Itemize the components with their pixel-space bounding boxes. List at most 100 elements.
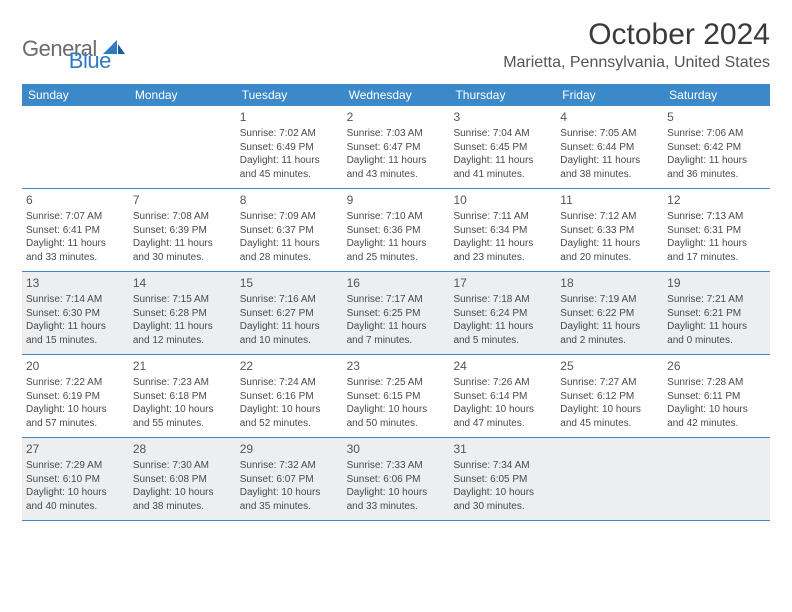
sunrise-text: Sunrise: 7:26 AM — [453, 376, 552, 390]
daylight-text: Daylight: 11 hours and 15 minutes. — [26, 320, 125, 347]
sunset-text: Sunset: 6:39 PM — [133, 224, 232, 238]
day-number: 13 — [26, 275, 125, 291]
day-cell-30: 30Sunrise: 7:33 AMSunset: 6:06 PMDayligh… — [343, 438, 450, 520]
sunrise-text: Sunrise: 7:19 AM — [560, 293, 659, 307]
week-row: 20Sunrise: 7:22 AMSunset: 6:19 PMDayligh… — [22, 355, 770, 438]
daylight-text: Daylight: 11 hours and 33 minutes. — [26, 237, 125, 264]
dow-saturday: Saturday — [663, 84, 770, 106]
day-number: 17 — [453, 275, 552, 291]
sunrise-text: Sunrise: 7:10 AM — [347, 210, 446, 224]
dow-friday: Friday — [556, 84, 663, 106]
header: General Blue October 2024 Marietta, Penn… — [22, 18, 770, 74]
day-cell-14: 14 Sunrise: 7:15 AMSunset: 6:28 PMDayligh… — [129, 272, 236, 354]
sunrise-text: Sunrise: 7:03 AM — [347, 127, 446, 141]
sunrise-text: Sunrise: 7:07 AM — [26, 210, 125, 224]
sunset-text: Sunset: 6:22 PM — [560, 307, 659, 321]
dow-wednesday: Wednesday — [343, 84, 450, 106]
sunrise-text: Sunrise: 7:05 AM — [560, 127, 659, 141]
sunset-text: Sunset: 6:42 PM — [667, 141, 766, 155]
sunrise-text: Sunrise: 7:16 AM — [240, 293, 339, 307]
daylight-text: Daylight: 11 hours and 10 minutes. — [240, 320, 339, 347]
day-cell-1: 1Sunrise: 7:02 AMSunset: 6:49 PMDaylight… — [236, 106, 343, 188]
sunset-text: Sunset: 6:34 PM — [453, 224, 552, 238]
logo-text-blue: Blue — [69, 48, 111, 74]
daylight-text: Daylight: 10 hours and 45 minutes. — [560, 403, 659, 430]
day-cell-15: 15Sunrise: 7:16 AMSunset: 6:27 PMDayligh… — [236, 272, 343, 354]
dow-monday: Monday — [129, 84, 236, 106]
daylight-text: Daylight: 11 hours and 23 minutes. — [453, 237, 552, 264]
day-cell-6: 6Sunrise: 7:07 AMSunset: 6:41 PMDaylight… — [22, 189, 129, 271]
sunset-text: Sunset: 6:15 PM — [347, 390, 446, 404]
daylight-text: Daylight: 11 hours and 45 minutes. — [240, 154, 339, 181]
daylight-text: Daylight: 10 hours and 52 minutes. — [240, 403, 339, 430]
day-number: 24 — [453, 358, 552, 374]
sunset-text: Sunset: 6:19 PM — [26, 390, 125, 404]
daylight-text: Daylight: 10 hours and 33 minutes. — [347, 486, 446, 513]
sunset-text: Sunset: 6:44 PM — [560, 141, 659, 155]
daylight-text: Daylight: 11 hours and 30 minutes. — [133, 237, 232, 264]
sunset-text: Sunset: 6:41 PM — [26, 224, 125, 238]
sunrise-text: Sunrise: 7:33 AM — [347, 459, 446, 473]
day-number: 21 — [133, 358, 232, 374]
week-row: 13Sunrise: 7:14 AMSunset: 6:30 PMDayligh… — [22, 272, 770, 355]
sunrise-text: Sunrise: 7:15 AM — [133, 293, 232, 307]
day-number: 1 — [240, 109, 339, 125]
dow-tuesday: Tuesday — [236, 84, 343, 106]
week-row: 27Sunrise: 7:29 AMSunset: 6:10 PMDayligh… — [22, 438, 770, 521]
daylight-text: Daylight: 10 hours and 40 minutes. — [26, 486, 125, 513]
day-cell-27: 27Sunrise: 7:29 AMSunset: 6:10 PMDayligh… — [22, 438, 129, 520]
empty-cell — [22, 106, 129, 188]
sunset-text: Sunset: 6:06 PM — [347, 473, 446, 487]
sunrise-text: Sunrise: 7:08 AM — [133, 210, 232, 224]
day-cell-17: 17Sunrise: 7:18 AMSunset: 6:24 PMDayligh… — [449, 272, 556, 354]
sunset-text: Sunset: 6:33 PM — [560, 224, 659, 238]
sunset-text: Sunset: 6:24 PM — [453, 307, 552, 321]
day-cell-20: 20Sunrise: 7:22 AMSunset: 6:19 PMDayligh… — [22, 355, 129, 437]
day-cell-31: 31Sunrise: 7:34 AMSunset: 6:05 PMDayligh… — [449, 438, 556, 520]
daylight-text: Daylight: 10 hours and 38 minutes. — [133, 486, 232, 513]
sunrise-text: Sunrise: 7:11 AM — [453, 210, 552, 224]
sunset-text: Sunset: 6:14 PM — [453, 390, 552, 404]
sunrise-text: Sunrise: 7:18 AM — [453, 293, 552, 307]
day-cell-9: 9 Sunrise: 7:10 AMSunset: 6:36 PMDaylight… — [343, 189, 450, 271]
sunset-text: Sunset: 6:25 PM — [347, 307, 446, 321]
daylight-text: Daylight: 10 hours and 30 minutes. — [453, 486, 552, 513]
sunrise-text: Sunrise: 7:21 AM — [667, 293, 766, 307]
day-number: 14 — [133, 275, 232, 291]
daylight-text: Daylight: 10 hours and 47 minutes. — [453, 403, 552, 430]
week-row: 1Sunrise: 7:02 AMSunset: 6:49 PMDaylight… — [22, 106, 770, 189]
daylight-text: Daylight: 11 hours and 17 minutes. — [667, 237, 766, 264]
dow-sunday: Sunday — [22, 84, 129, 106]
sunset-text: Sunset: 6:37 PM — [240, 224, 339, 238]
sunrise-text: Sunrise: 7:30 AM — [133, 459, 232, 473]
day-cell-28: 28Sunrise: 7:30 AMSunset: 6:08 PMDayligh… — [129, 438, 236, 520]
day-cell-22: 22Sunrise: 7:24 AMSunset: 6:16 PMDayligh… — [236, 355, 343, 437]
day-cell-7: 7 Sunrise: 7:08 AMSunset: 6:39 PMDaylight… — [129, 189, 236, 271]
day-number: 5 — [667, 109, 766, 125]
day-number: 12 — [667, 192, 766, 208]
sunset-text: Sunset: 6:36 PM — [347, 224, 446, 238]
day-cell-10: 10Sunrise: 7:11 AMSunset: 6:34 PMDayligh… — [449, 189, 556, 271]
day-number: 18 — [560, 275, 659, 291]
sunset-text: Sunset: 6:28 PM — [133, 307, 232, 321]
day-number: 4 — [560, 109, 659, 125]
sunrise-text: Sunrise: 7:09 AM — [240, 210, 339, 224]
empty-cell — [663, 438, 770, 520]
empty-cell — [129, 106, 236, 188]
title-block: October 2024 Marietta, Pennsylvania, Uni… — [503, 18, 770, 72]
daylight-text: Daylight: 10 hours and 55 minutes. — [133, 403, 232, 430]
daylight-text: Daylight: 10 hours and 35 minutes. — [240, 486, 339, 513]
sunrise-text: Sunrise: 7:24 AM — [240, 376, 339, 390]
sunset-text: Sunset: 6:12 PM — [560, 390, 659, 404]
daylight-text: Daylight: 11 hours and 41 minutes. — [453, 154, 552, 181]
sunset-text: Sunset: 6:30 PM — [26, 307, 125, 321]
day-number: 9 — [347, 192, 446, 208]
sunset-text: Sunset: 6:18 PM — [133, 390, 232, 404]
sunset-text: Sunset: 6:10 PM — [26, 473, 125, 487]
day-number: 7 — [133, 192, 232, 208]
day-cell-25: 25Sunrise: 7:27 AMSunset: 6:12 PMDayligh… — [556, 355, 663, 437]
daylight-text: Daylight: 11 hours and 25 minutes. — [347, 237, 446, 264]
daylight-text: Daylight: 11 hours and 12 minutes. — [133, 320, 232, 347]
day-cell-3: 3Sunrise: 7:04 AMSunset: 6:45 PMDaylight… — [449, 106, 556, 188]
daylight-text: Daylight: 11 hours and 20 minutes. — [560, 237, 659, 264]
